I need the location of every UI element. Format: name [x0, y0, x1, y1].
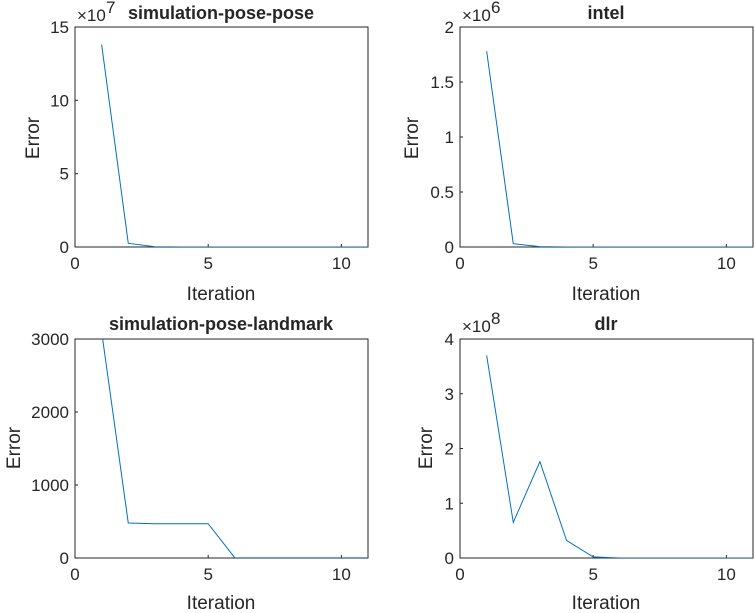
- chart-title: simulation-pose-pose: [128, 3, 314, 23]
- axes-frame: [74, 338, 369, 559]
- y-tick-label: 0: [445, 549, 454, 568]
- y-tick-label: 1000: [31, 476, 69, 495]
- y-exponent-power: 7: [106, 0, 115, 17]
- x-tick-label: 5: [203, 565, 212, 584]
- x-tick-label: 10: [332, 254, 351, 273]
- series-line: [486, 355, 753, 558]
- x-tick-label: 5: [203, 254, 212, 273]
- x-tick-label: 10: [332, 565, 351, 584]
- subplot-simulation-pose-landmark: simulation-pose-landmark Iteration Error…: [4, 314, 369, 613]
- y-tick-label: 1: [445, 494, 454, 513]
- y-tick-label: 15: [50, 18, 69, 37]
- y-exponent-power: 6: [491, 0, 500, 17]
- x-tick-label: 10: [717, 254, 736, 273]
- x-axis-label: Iteration: [187, 593, 256, 613]
- subplot-dlr: dlr Iteration Error ×10 8 0 5 10 0 1 2 3 4: [416, 309, 754, 613]
- series-line: [102, 339, 368, 558]
- svg-text:×10: ×10: [462, 6, 491, 25]
- x-tick-label: 0: [455, 254, 464, 273]
- y-tick-label: 3: [445, 385, 454, 404]
- series-line: [486, 51, 753, 247]
- y-exponent: ×10 8: [462, 309, 500, 336]
- y-tick-label: 0.5: [430, 183, 454, 202]
- subplot-simulation-pose-pose: simulation-pose-pose Iteration Error ×10…: [23, 0, 369, 305]
- y-tick-label: 1.5: [430, 73, 454, 92]
- y-axis-label: Error: [416, 426, 437, 469]
- chart-title: simulation-pose-landmark: [109, 314, 334, 334]
- x-tick-label: 0: [70, 565, 79, 584]
- y-tick-label: 5: [60, 165, 69, 184]
- y-axis-label: Error: [4, 426, 25, 469]
- chart-title: dlr: [594, 314, 617, 334]
- x-tick-label: 0: [455, 565, 464, 584]
- y-tick-label: 10: [50, 91, 69, 110]
- y-axis-label: Error: [402, 116, 423, 159]
- series-line: [101, 44, 368, 247]
- y-axis-label: Error: [23, 116, 44, 159]
- y-tick-label: 1: [445, 128, 454, 147]
- x-tick-label: 0: [70, 254, 79, 273]
- y-tick-label: 0: [60, 549, 69, 568]
- y-tick-label: 2: [445, 440, 454, 459]
- y-exponent: ×10 6: [462, 0, 500, 25]
- y-exponent: ×10 7: [77, 0, 115, 25]
- y-tick-label: 0: [445, 238, 454, 257]
- x-axis-label: Iteration: [187, 284, 256, 305]
- y-exponent-power: 8: [491, 309, 500, 328]
- svg-text:×10: ×10: [462, 317, 491, 336]
- y-tick-label: 2: [445, 18, 454, 37]
- y-tick-label: 0: [60, 238, 69, 257]
- x-axis-label: Iteration: [572, 284, 641, 305]
- x-axis-label: Iteration: [572, 593, 641, 613]
- x-tick-label: 10: [717, 565, 736, 584]
- y-tick-label: 3000: [31, 330, 69, 349]
- y-tick-label: 4: [445, 330, 454, 349]
- chart-title: intel: [587, 3, 624, 23]
- svg-text:×10: ×10: [77, 6, 106, 25]
- subplot-intel: intel Iteration Error ×10 6 0 5 10 0 0.5 1 1.5…: [402, 0, 754, 305]
- y-tick-label: 2000: [31, 403, 69, 422]
- x-tick-label: 5: [588, 254, 597, 273]
- x-tick-label: 5: [588, 565, 597, 584]
